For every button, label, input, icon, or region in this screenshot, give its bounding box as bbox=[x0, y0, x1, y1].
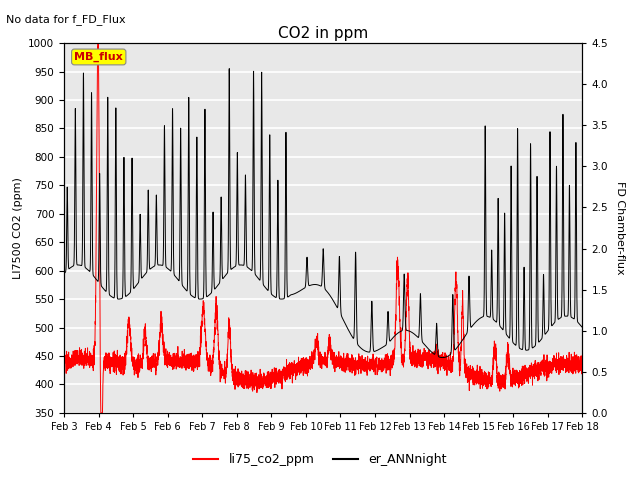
Y-axis label: FD Chamber-flux: FD Chamber-flux bbox=[614, 181, 625, 275]
Title: CO2 in ppm: CO2 in ppm bbox=[278, 25, 369, 41]
Y-axis label: LI7500 CO2 (ppm): LI7500 CO2 (ppm) bbox=[13, 177, 22, 279]
Text: MB_flux: MB_flux bbox=[74, 52, 123, 62]
Text: No data for f_FD_Flux: No data for f_FD_Flux bbox=[6, 14, 126, 25]
Legend: li75_co2_ppm, er_ANNnight: li75_co2_ppm, er_ANNnight bbox=[188, 448, 452, 471]
